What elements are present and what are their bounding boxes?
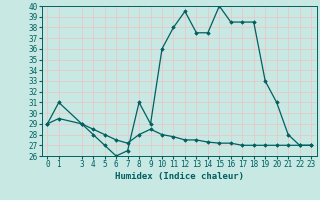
X-axis label: Humidex (Indice chaleur): Humidex (Indice chaleur) bbox=[115, 172, 244, 181]
